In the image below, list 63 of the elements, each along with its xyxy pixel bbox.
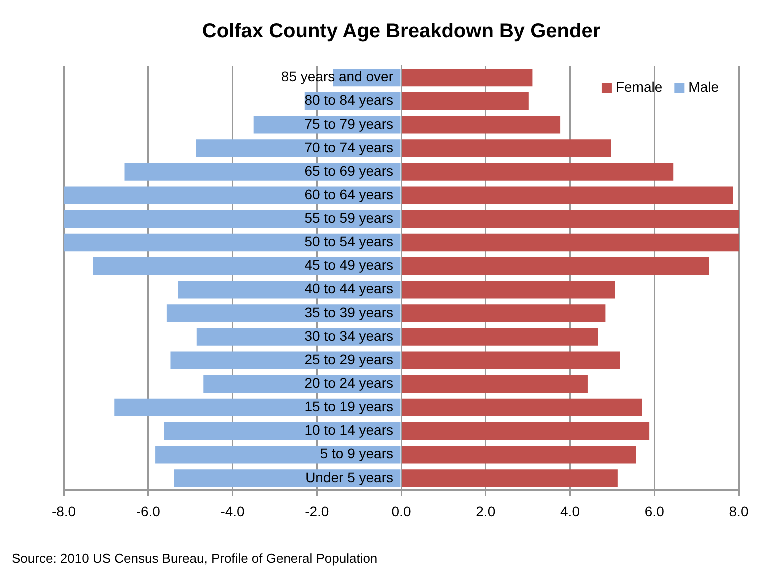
bar [402, 116, 561, 134]
bar [402, 304, 606, 322]
x-tick-label: 6.0 [644, 503, 665, 520]
bar [402, 375, 588, 393]
bar [178, 281, 401, 299]
bar [402, 68, 533, 87]
y-tick-label: 5 to 9 years [320, 446, 394, 462]
bar [166, 304, 401, 322]
bar [402, 422, 650, 440]
bar [402, 446, 636, 464]
y-tick-label: 40 to 44 years [304, 280, 394, 297]
bar [64, 186, 401, 204]
source-note: Source: 2010 US Census Bureau, Profile of General Population [12, 551, 378, 566]
bar [124, 163, 401, 181]
bar [174, 470, 401, 488]
y-tick-label: 50 to 54 years [304, 234, 394, 250]
bar [114, 398, 401, 417]
chart-title: Colfax County Age Breakdown By Gender [202, 20, 601, 43]
y-tick-label: 15 to 19 years [304, 398, 394, 415]
bar [402, 328, 598, 346]
y-tick-label: 85 years and over [281, 68, 394, 85]
x-tick-label: -6.0 [136, 503, 161, 520]
x-tick-label: -2.0 [305, 503, 330, 520]
legend-label: Male [688, 78, 720, 95]
y-tick-label: 25 to 29 years [304, 351, 394, 368]
bar [164, 422, 401, 440]
bar [93, 257, 401, 276]
y-tick-label: 35 to 39 years [304, 304, 394, 320]
bar [402, 234, 739, 252]
bar [402, 398, 642, 417]
x-tick-label: -8.0 [52, 503, 76, 520]
bar [402, 257, 710, 276]
bar [170, 352, 401, 370]
y-tick-label: 60 to 64 years [304, 186, 394, 202]
bar [64, 210, 401, 228]
y-tick-label: 45 to 49 years [304, 257, 394, 274]
bar [196, 140, 401, 158]
bar [402, 352, 620, 370]
x-tick-label: 4.0 [560, 503, 580, 520]
y-tick-label: 30 to 34 years [304, 328, 394, 344]
legend-label: Female [616, 78, 663, 95]
bar [402, 186, 734, 204]
x-tick-label: -4.0 [220, 503, 246, 520]
y-tick-label: 80 to 84 years [304, 92, 394, 108]
x-tick-label: 8.0 [729, 503, 749, 520]
y-tick-label: 75 to 79 years [304, 116, 394, 132]
bar [156, 446, 401, 464]
x-tick-label: 0.0 [392, 503, 412, 520]
bar [402, 140, 612, 158]
y-tick-label: 20 to 24 years [304, 375, 394, 392]
bar [402, 163, 674, 181]
y-tick-label: 70 to 74 years [304, 139, 394, 156]
y-tick-label: 10 to 14 years [304, 422, 394, 438]
bar [402, 210, 739, 228]
y-tick-label: 65 to 69 years [304, 162, 394, 179]
bar [402, 92, 529, 110]
bar [402, 470, 618, 488]
y-tick-label: 55 to 59 years [304, 210, 394, 226]
y-tick-label: Under 5 years [306, 469, 394, 486]
bar [402, 281, 616, 299]
x-tick-label: 2.0 [476, 503, 496, 520]
bar [196, 328, 401, 346]
bar [64, 234, 401, 252]
